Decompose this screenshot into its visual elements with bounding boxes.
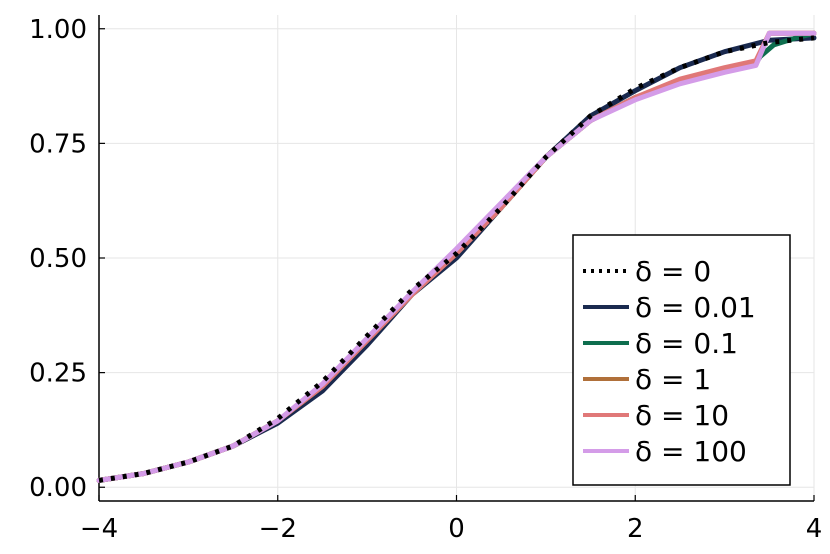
series-lines <box>96 30 817 483</box>
series-line <box>96 30 817 483</box>
x-tick-label: 0 <box>448 514 465 544</box>
y-tick-label: 0.50 <box>29 244 87 274</box>
legend-label: δ = 1 <box>635 363 711 396</box>
legend-label: δ = 0.01 <box>635 291 756 324</box>
y-tick-label: 0.25 <box>29 359 87 389</box>
y-tick-labels: 0.00 0.25 0.50 0.75 1.00 <box>29 15 87 503</box>
y-tick-label: 0.00 <box>29 473 87 503</box>
x-tick-labels: −4 −2 0 2 4 <box>80 514 822 544</box>
legend-label: δ = 10 <box>635 399 729 432</box>
x-tick-label: 4 <box>806 514 823 544</box>
y-tick-label: 1.00 <box>29 15 87 45</box>
legend-label: δ = 100 <box>635 435 747 468</box>
x-tick-label: −4 <box>80 514 118 544</box>
series-line <box>98 35 815 483</box>
legend-label: δ = 0.1 <box>635 327 738 360</box>
x-tick-label: −2 <box>259 514 297 544</box>
legend-box <box>572 234 791 486</box>
x-tick-label: 2 <box>627 514 644 544</box>
grid <box>98 15 815 501</box>
axes <box>98 15 815 502</box>
legend: δ = 0δ = 0.01δ = 0.1δ = 1δ = 10δ = 100 <box>572 234 791 486</box>
y-tick-label: 0.75 <box>29 129 87 159</box>
legend-label: δ = 0 <box>635 255 711 288</box>
